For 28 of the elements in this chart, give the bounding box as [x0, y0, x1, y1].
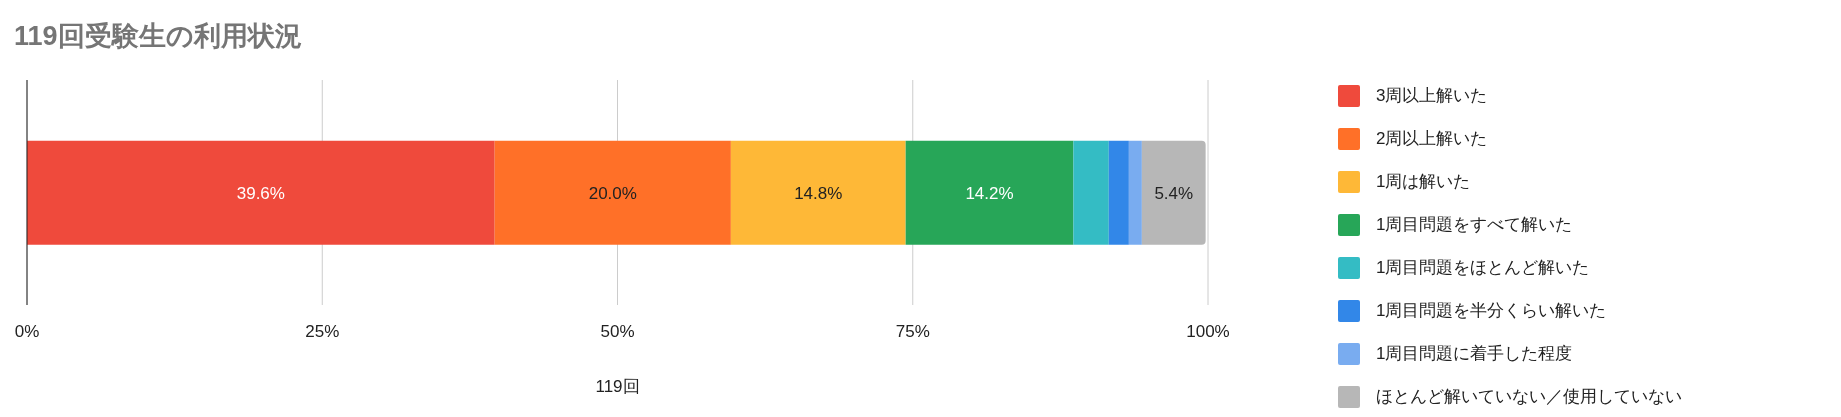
x-tick-label: 0%	[14, 322, 40, 342]
bar	[1073, 140, 1109, 245]
bar	[27, 140, 495, 245]
data-label: 14.8%	[794, 183, 843, 203]
data-label: 39.6%	[236, 183, 285, 203]
legend-label: 1周目問題に着手した程度	[1376, 343, 1573, 365]
legend-label: 3周以上解いた	[1376, 85, 1488, 107]
legend-label: 1周目問題をすべて解いた	[1376, 214, 1573, 236]
bar	[1128, 140, 1142, 245]
bar	[494, 140, 731, 245]
bar	[1108, 140, 1129, 245]
data-label: 5.4%	[1154, 183, 1194, 203]
x-tick-label: 50%	[600, 322, 635, 342]
bar	[1141, 140, 1206, 245]
x-tick-label: 75%	[895, 322, 930, 342]
x-tick-label: 100%	[1186, 322, 1230, 342]
x-axis-title: 119回	[595, 377, 640, 396]
legend-label: 1周目問題を半分くらい解いた	[1376, 300, 1607, 322]
data-label: 14.2%	[965, 183, 1014, 203]
legend-label: 1周は解いた	[1376, 171, 1471, 193]
bar	[905, 140, 1074, 245]
legend-label: ほとんど解いていない／使用していない	[1376, 386, 1682, 408]
legend-label: 2周以上解いた	[1376, 128, 1488, 150]
data-label: 20.0%	[588, 183, 637, 203]
chart-title: 119回受験生の利用状況	[13, 20, 303, 53]
bar	[730, 140, 906, 245]
x-tick-label: 25%	[305, 322, 340, 342]
legend-label: 1周目問題をほとんど解いた	[1376, 257, 1590, 279]
